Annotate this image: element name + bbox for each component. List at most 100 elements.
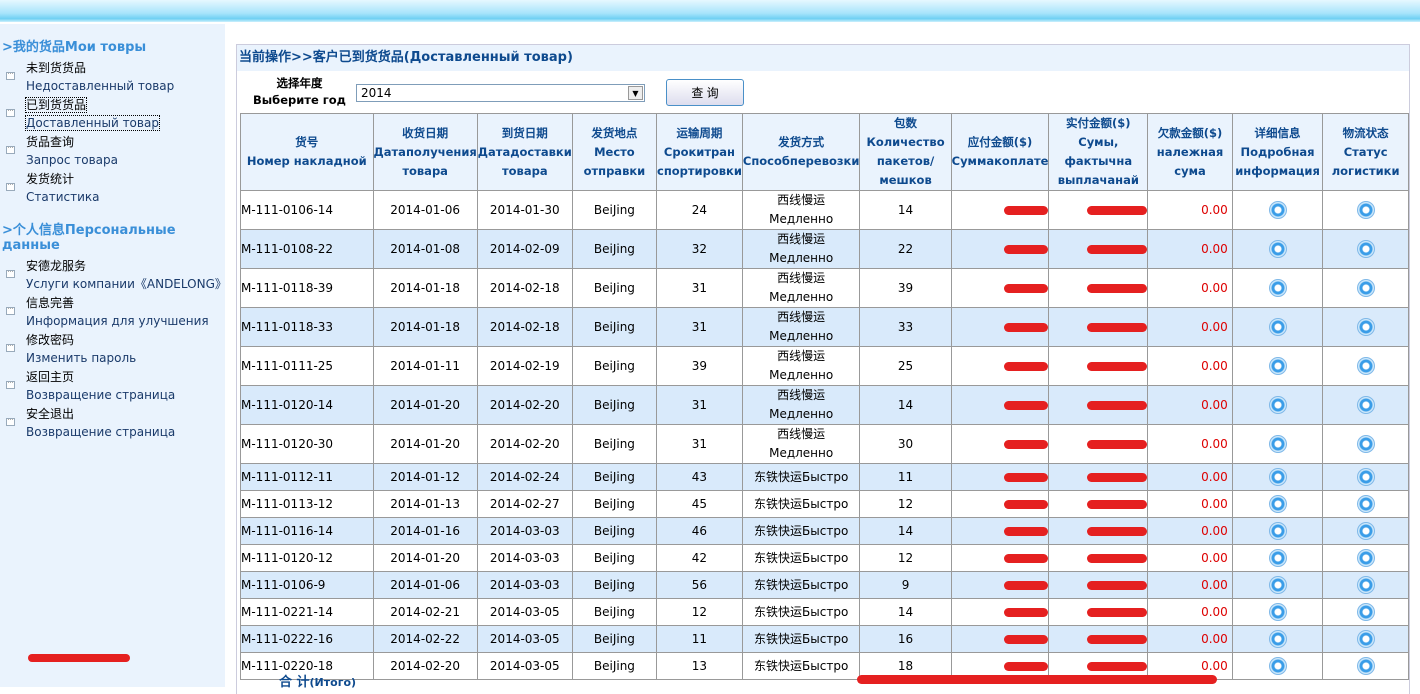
logistics-status-icon[interactable] xyxy=(1356,201,1375,219)
query-button[interactable]: 查 询 xyxy=(666,79,744,106)
details-icon[interactable] xyxy=(1268,435,1287,453)
table-cell: 2014-01-12 xyxy=(372,463,478,491)
details-icon[interactable] xyxy=(1268,549,1287,567)
logistics-status-icon[interactable] xyxy=(1356,657,1375,675)
table-row: M-111-0221-14 2014-02-21 2014-03-05 BeiJing… xyxy=(240,598,1409,626)
table-cell: 0.00 xyxy=(1147,346,1233,386)
table-cell: 东铁快运Быстро xyxy=(741,571,861,599)
logistics-status-icon[interactable] xyxy=(1356,522,1375,540)
logistics-status-icon[interactable] xyxy=(1356,435,1375,453)
column-header-zh: 应付金额($) xyxy=(967,135,1033,149)
table-cell: 0.00 xyxy=(1147,385,1233,425)
column-header-ru: Сумы, фактычна выплачанай xyxy=(1057,135,1139,187)
sidebar-item-label-ru: Изменить пароль xyxy=(26,351,137,365)
year-select[interactable]: 2014 ▼ xyxy=(356,84,645,102)
details-icon[interactable] xyxy=(1268,576,1287,594)
details-icon[interactable] xyxy=(1268,201,1287,219)
logistics-status-icon[interactable] xyxy=(1356,396,1375,414)
logistics-status-icon[interactable] xyxy=(1356,603,1375,621)
sidebar-item-label-zh: 货品查询 xyxy=(26,135,75,149)
table-cell: BeiJing xyxy=(571,625,658,653)
table-cell: 0.00 xyxy=(1147,424,1233,464)
table-cell: M-111-0116-14 xyxy=(240,517,374,545)
table-cell: BeiJing xyxy=(571,268,658,308)
details-cell xyxy=(1231,517,1324,545)
table-cell: 东铁快运Быстро xyxy=(741,490,861,518)
details-cell xyxy=(1231,463,1324,491)
table-cell: 2014-02-18 xyxy=(476,307,573,347)
details-icon[interactable] xyxy=(1268,468,1287,486)
redaction-mark xyxy=(1087,580,1148,590)
logistics-status-icon[interactable] xyxy=(1356,318,1375,336)
column-header-zh: 货号 xyxy=(295,135,319,149)
sidebar-item-label-zh: 发货统计 xyxy=(26,172,75,186)
total-zh: 合 计 xyxy=(279,675,310,690)
sidebar-item[interactable]: ··· 发货统计 Статистика xyxy=(0,170,225,207)
details-icon[interactable] xyxy=(1268,630,1287,648)
logistics-status-icon[interactable] xyxy=(1356,357,1375,375)
details-icon[interactable] xyxy=(1268,495,1287,513)
redaction-mark xyxy=(1004,283,1049,293)
sidebar-item[interactable]: ··· 安德龙服务 Услуги компании《ANDELONG》 xyxy=(0,257,227,294)
column-header-ru: належная сума xyxy=(1156,144,1224,178)
logistics-status-icon[interactable] xyxy=(1356,240,1375,258)
sidebar-item[interactable]: ··· 安全退出 Возвращение страница xyxy=(0,405,225,442)
expand-icon: ··· xyxy=(6,108,15,117)
logistics-cell xyxy=(1322,190,1409,230)
table-cell: 2014-01-30 xyxy=(476,190,573,230)
column-header-ru: Датадоставки товара xyxy=(477,144,572,178)
sidebar-item[interactable]: ··· 未到货货品 Недоставленный товар xyxy=(0,59,225,96)
details-icon[interactable] xyxy=(1268,396,1287,414)
details-icon[interactable] xyxy=(1268,318,1287,336)
logistics-cell xyxy=(1322,463,1409,491)
amount-due xyxy=(950,598,1050,626)
column-header-zh: 包数 xyxy=(894,116,918,130)
table-cell: 0.00 xyxy=(1147,229,1233,269)
details-cell xyxy=(1231,490,1324,518)
table-cell: 2014-01-18 xyxy=(372,268,478,308)
table-cell: 32 xyxy=(656,229,743,269)
table-cell: BeiJing xyxy=(571,424,658,464)
logistics-status-icon[interactable] xyxy=(1356,630,1375,648)
redaction-mark xyxy=(1004,553,1049,563)
logistics-status-icon[interactable] xyxy=(1356,279,1375,297)
column-header: 应付金额($) Суммакоплате xyxy=(950,113,1050,191)
details-icon[interactable] xyxy=(1268,357,1287,375)
table-row: M-111-0111-25 2014-01-11 2014-02-19 BeiJing… xyxy=(240,346,1409,386)
logistics-status-icon[interactable] xyxy=(1356,468,1375,486)
expand-icon: ··· xyxy=(6,269,15,278)
year-label-ru: Выберите год xyxy=(253,93,346,107)
column-header: 实付金额($) Сумы, фактычна выплачанай xyxy=(1048,113,1149,191)
table-cell: 2014-02-21 xyxy=(372,598,478,626)
logistics-status-icon[interactable] xyxy=(1356,576,1375,594)
details-icon[interactable] xyxy=(1268,240,1287,258)
sidebar-item-label-ru: Услуги компании《ANDELONG》 xyxy=(26,277,227,291)
shipping-method: 西线慢运 Медленно xyxy=(741,268,861,308)
logistics-status-icon[interactable] xyxy=(1356,495,1375,513)
table-cell: 12 xyxy=(859,544,952,572)
sidebar-item[interactable]: ··· 返回主页 Возвращение страница xyxy=(0,368,225,405)
sidebar-item[interactable]: ··· 修改密码 Изменить пароль xyxy=(0,331,225,368)
table-cell: 25 xyxy=(859,346,952,386)
details-icon[interactable] xyxy=(1268,522,1287,540)
shipping-method: 西线慢运 Медленно xyxy=(741,385,861,425)
table-cell: M-111-0112-11 xyxy=(240,463,374,491)
details-icon[interactable] xyxy=(1268,603,1287,621)
sidebar-item[interactable]: ··· 已到货货品 Доставленный товар xyxy=(0,96,225,133)
sidebar-item[interactable]: ··· 货品查询 Запрос товара xyxy=(0,133,225,170)
column-header-zh: 收货日期 xyxy=(402,125,449,140)
redaction-mark xyxy=(1087,607,1148,617)
table-row: M-111-0120-14 2014-01-20 2014-02-20 BeiJing… xyxy=(240,385,1409,425)
table-cell: 2014-02-27 xyxy=(476,490,573,518)
logistics-status-icon[interactable] xyxy=(1356,549,1375,567)
table-cell: M-111-0108-22 xyxy=(240,229,374,269)
details-icon[interactable] xyxy=(1268,279,1287,297)
chevron-down-icon[interactable]: ▼ xyxy=(628,86,643,100)
column-header-ru: Датаполучения товара xyxy=(373,144,477,178)
sidebar-item[interactable]: ··· 信息完善 Информация для улучшения xyxy=(0,294,225,331)
table-cell: M-111-0221-14 xyxy=(240,598,374,626)
details-icon[interactable] xyxy=(1268,657,1287,675)
redaction-mark xyxy=(1087,526,1148,536)
table-cell: 东铁快运Быстро xyxy=(741,463,861,491)
sidebar-item-label-zh: 返回主页 xyxy=(26,370,75,384)
